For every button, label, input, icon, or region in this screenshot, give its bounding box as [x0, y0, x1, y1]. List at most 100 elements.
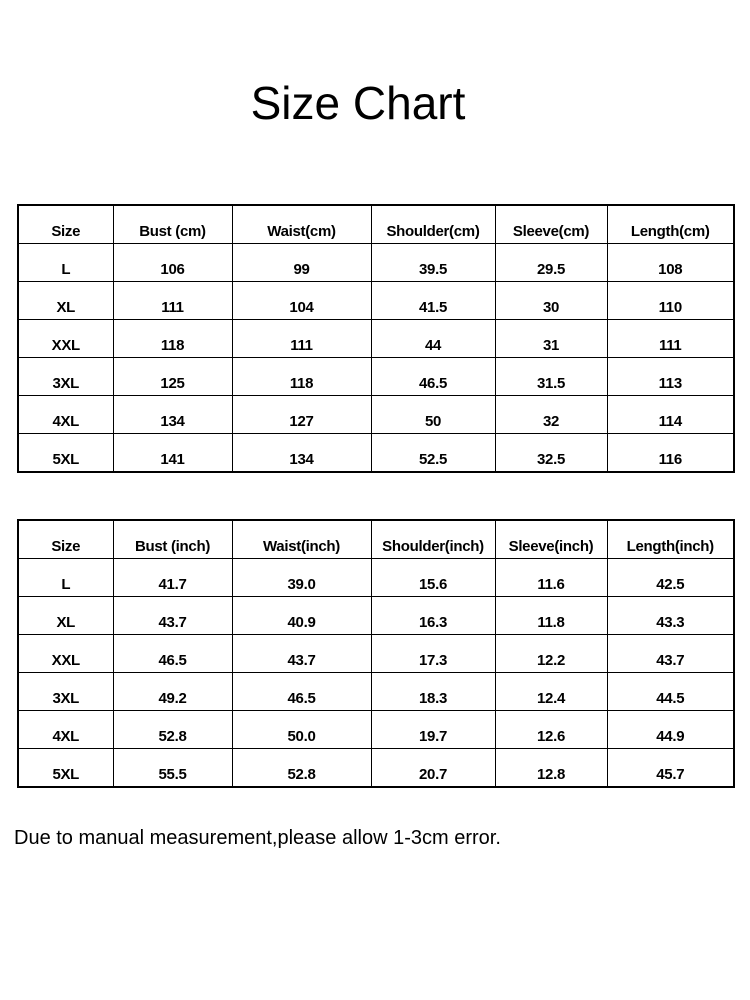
measurement-cell: 134: [231, 433, 372, 473]
measurement-cell: 104: [231, 281, 372, 320]
measurement-cell: 43.7: [606, 634, 735, 673]
measurement-cell: 41.7: [112, 558, 233, 597]
header-row: Size Bust (inch) Waist(inch) Shoulder(inch)…: [17, 519, 735, 559]
column-header: Length(cm): [606, 204, 735, 244]
measurement-cell: 125: [112, 357, 233, 396]
measurement-cell: 114: [606, 395, 735, 434]
column-header: Size: [17, 519, 114, 559]
measurement-cell: 52.8: [231, 748, 372, 788]
table-row: 3XL 49.2 46.5 18.3 12.4 44.5: [17, 672, 735, 711]
measurement-cell: 49.2: [112, 672, 233, 711]
measurement-cell: 99: [231, 243, 372, 282]
column-header: Shoulder(cm): [370, 204, 496, 244]
measurement-note: Due to manual measurement,please allow 1…: [14, 827, 501, 849]
table-row: 5XL 55.5 52.8 20.7 12.8 45.7: [17, 748, 735, 788]
size-cell: 3XL: [17, 357, 114, 396]
measurement-cell: 111: [112, 281, 233, 320]
table-row: L 106 99 39.5 29.5 108: [17, 243, 735, 282]
header-row: Size Bust (cm) Waist(cm) Shoulder(cm) Sleeve…: [17, 204, 735, 244]
measurement-cell: 111: [606, 319, 735, 358]
measurement-cell: 43.7: [112, 596, 233, 635]
measurement-cell: 44.9: [606, 710, 735, 749]
table-row: 4XL 52.8 50.0 19.7 12.6 44.9: [17, 710, 735, 749]
measurement-cell: 12.8: [494, 748, 608, 788]
size-table-cm: Size Bust (cm) Waist(cm) Shoulder(cm) Sleeve…: [17, 204, 735, 473]
table-row: L 41.7 39.0 15.6 11.6 42.5: [17, 558, 735, 597]
measurement-cell: 43.7: [231, 634, 372, 673]
table-row: XXL 118 111 44 31 111: [17, 319, 735, 358]
measurement-cell: 50.0: [231, 710, 372, 749]
column-header: Length(inch): [606, 519, 735, 559]
measurement-cell: 45.7: [606, 748, 735, 788]
size-cell: L: [17, 243, 114, 282]
measurement-cell: 18.3: [370, 672, 496, 711]
measurement-cell: 29.5: [494, 243, 608, 282]
measurement-cell: 16.3: [370, 596, 496, 635]
measurement-cell: 20.7: [370, 748, 496, 788]
measurement-cell: 39.5: [370, 243, 496, 282]
measurement-cell: 52.8: [112, 710, 233, 749]
table-row: 4XL 134 127 50 32 114: [17, 395, 735, 434]
measurement-cell: 110: [606, 281, 735, 320]
measurement-cell: 17.3: [370, 634, 496, 673]
measurement-cell: 141: [112, 433, 233, 473]
measurement-cell: 106: [112, 243, 233, 282]
size-cell: XL: [17, 596, 114, 635]
measurement-cell: 11.6: [494, 558, 608, 597]
measurement-cell: 41.5: [370, 281, 496, 320]
column-header: Size: [17, 204, 114, 244]
measurement-cell: 118: [231, 357, 372, 396]
size-table-inch: Size Bust (inch) Waist(inch) Shoulder(inch)…: [17, 519, 735, 788]
table-row: 5XL 141 134 52.5 32.5 116: [17, 433, 735, 473]
measurement-cell: 116: [606, 433, 735, 473]
measurement-cell: 44: [370, 319, 496, 358]
size-cell: 5XL: [17, 433, 114, 473]
measurement-cell: 32.5: [494, 433, 608, 473]
measurement-cell: 108: [606, 243, 735, 282]
measurement-cell: 44.5: [606, 672, 735, 711]
measurement-cell: 39.0: [231, 558, 372, 597]
measurement-cell: 50: [370, 395, 496, 434]
measurement-cell: 11.8: [494, 596, 608, 635]
measurement-cell: 31: [494, 319, 608, 358]
column-header: Bust (inch): [112, 519, 233, 559]
measurement-cell: 118: [112, 319, 233, 358]
column-header: Waist(inch): [231, 519, 372, 559]
size-cell: L: [17, 558, 114, 597]
measurement-cell: 12.6: [494, 710, 608, 749]
measurement-cell: 46.5: [112, 634, 233, 673]
size-cell: 4XL: [17, 710, 114, 749]
table-row: XL 111 104 41.5 30 110: [17, 281, 735, 320]
measurement-cell: 46.5: [370, 357, 496, 396]
measurement-cell: 15.6: [370, 558, 496, 597]
size-cell: 5XL: [17, 748, 114, 788]
measurement-cell: 55.5: [112, 748, 233, 788]
table-row: XL 43.7 40.9 16.3 11.8 43.3: [17, 596, 735, 635]
measurement-cell: 12.2: [494, 634, 608, 673]
size-cell: 4XL: [17, 395, 114, 434]
measurement-cell: 113: [606, 357, 735, 396]
measurement-cell: 31.5: [494, 357, 608, 396]
column-header: Bust (cm): [112, 204, 233, 244]
measurement-cell: 40.9: [231, 596, 372, 635]
size-cell: 3XL: [17, 672, 114, 711]
size-cell: XXL: [17, 319, 114, 358]
measurement-cell: 134: [112, 395, 233, 434]
page-title: Size Chart: [250, 77, 466, 129]
table-row: XXL 46.5 43.7 17.3 12.2 43.7: [17, 634, 735, 673]
column-header: Waist(cm): [231, 204, 372, 244]
column-header: Sleeve(cm): [494, 204, 608, 244]
measurement-cell: 30: [494, 281, 608, 320]
measurement-cell: 42.5: [606, 558, 735, 597]
measurement-cell: 46.5: [231, 672, 372, 711]
measurement-cell: 111: [231, 319, 372, 358]
measurement-cell: 32: [494, 395, 608, 434]
size-cell: XL: [17, 281, 114, 320]
measurement-cell: 127: [231, 395, 372, 434]
measurement-cell: 19.7: [370, 710, 496, 749]
measurement-cell: 52.5: [370, 433, 496, 473]
size-cell: XXL: [17, 634, 114, 673]
measurement-cell: 12.4: [494, 672, 608, 711]
measurement-cell: 43.3: [606, 596, 735, 635]
column-header: Sleeve(inch): [494, 519, 608, 559]
